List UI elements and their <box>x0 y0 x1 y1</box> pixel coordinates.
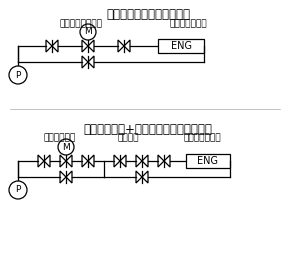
Polygon shape <box>38 155 44 167</box>
Text: ディーゼル機関: ディーゼル機関 <box>183 133 221 142</box>
Circle shape <box>80 24 96 40</box>
Polygon shape <box>136 155 142 167</box>
Text: M: M <box>62 143 70 151</box>
Text: 定流量弁: 定流量弁 <box>118 133 139 142</box>
Polygon shape <box>142 171 148 183</box>
Circle shape <box>9 66 27 84</box>
Polygon shape <box>60 155 66 167</box>
Polygon shape <box>120 155 126 167</box>
Polygon shape <box>142 155 148 167</box>
Text: ENG: ENG <box>171 41 191 51</box>
Polygon shape <box>124 40 130 52</box>
Text: ヨコタ電動ユニフロー弁式: ヨコタ電動ユニフロー弁式 <box>106 8 190 21</box>
Polygon shape <box>88 56 94 68</box>
Polygon shape <box>44 155 50 167</box>
Polygon shape <box>136 171 142 183</box>
Polygon shape <box>82 155 88 167</box>
Circle shape <box>9 181 27 199</box>
Polygon shape <box>158 155 164 167</box>
Text: ディーゼル機関: ディーゼル機関 <box>170 19 208 28</box>
Polygon shape <box>66 171 72 183</box>
Polygon shape <box>52 40 58 52</box>
Circle shape <box>58 139 74 155</box>
Polygon shape <box>60 171 66 183</box>
Polygon shape <box>66 155 72 167</box>
Polygon shape <box>118 40 124 52</box>
Polygon shape <box>114 155 120 167</box>
Polygon shape <box>82 56 88 68</box>
Polygon shape <box>88 40 94 52</box>
Polygon shape <box>82 40 88 52</box>
Text: 電動ボール弁+定流量弁式（従来方式）: 電動ボール弁+定流量弁式（従来方式） <box>84 123 213 136</box>
FancyBboxPatch shape <box>158 39 204 53</box>
FancyBboxPatch shape <box>186 154 230 168</box>
Polygon shape <box>88 155 94 167</box>
Polygon shape <box>46 40 52 52</box>
Text: M: M <box>84 27 92 37</box>
Text: P: P <box>15 70 21 80</box>
Text: 電動ユニフロー弁: 電動ユニフロー弁 <box>60 19 103 28</box>
Text: P: P <box>15 186 21 194</box>
Text: ENG: ENG <box>197 156 218 166</box>
Text: 電動ボール弁: 電動ボール弁 <box>44 133 76 142</box>
Polygon shape <box>164 155 170 167</box>
